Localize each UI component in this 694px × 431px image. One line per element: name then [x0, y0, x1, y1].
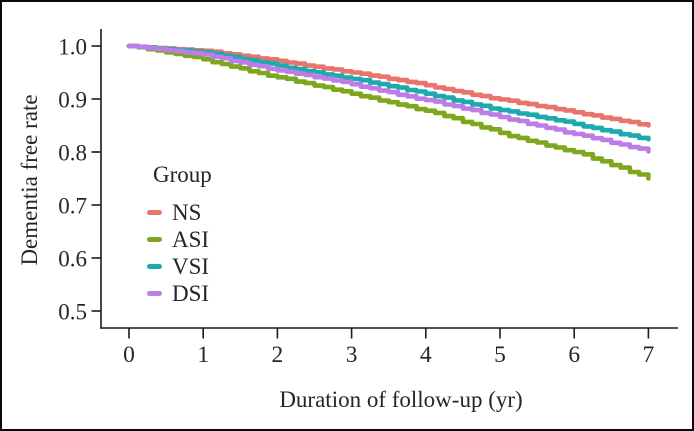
legend-label-VSI: VSI: [172, 254, 210, 279]
y-tick-label: 0.7: [58, 194, 87, 219]
legend-items: NS ASI VSI DSI: [147, 199, 212, 307]
curve-DSI: [126, 43, 651, 154]
x-tick-label: 3: [346, 342, 358, 368]
y-axis-title: Dementia free rate: [17, 94, 42, 266]
x-tick-label: 2: [272, 342, 284, 368]
x-axis-title: Duration of follow-up (yr): [279, 387, 523, 412]
x-tick-label: 5: [494, 342, 506, 368]
legend-item-DSI: DSI: [147, 280, 212, 307]
legend-swatch-ASI: [147, 237, 162, 242]
legend-swatch-DSI: [147, 291, 162, 296]
curve-ASI: [126, 43, 651, 181]
y-tick-label: 1.0: [58, 35, 87, 60]
legend: Group NS ASI VSI DSI: [147, 162, 212, 307]
y-tick-label: 0.8: [58, 141, 87, 166]
legend-item-NS: NS: [147, 199, 212, 226]
y-tick-label: 0.6: [58, 247, 87, 272]
x-tick-label: 7: [643, 342, 655, 368]
legend-label-DSI: DSI: [172, 281, 210, 306]
legend-label-ASI: ASI: [172, 227, 210, 252]
x-tick-label: 4: [420, 342, 432, 368]
x-tick-label: 6: [568, 342, 580, 368]
y-tick-label: 0.5: [58, 300, 87, 325]
legend-swatch-VSI: [147, 264, 162, 269]
legend-swatch-NS: [147, 210, 162, 215]
legend-label-NS: NS: [172, 200, 202, 225]
curve-VSI: [126, 43, 651, 142]
y-tick-label: 0.9: [58, 88, 87, 113]
legend-item-ASI: ASI: [147, 226, 212, 253]
x-tick-label: 0: [123, 342, 135, 368]
legend-item-VSI: VSI: [147, 253, 212, 280]
x-tick-label: 1: [197, 342, 209, 368]
legend-title: Group: [153, 162, 212, 187]
